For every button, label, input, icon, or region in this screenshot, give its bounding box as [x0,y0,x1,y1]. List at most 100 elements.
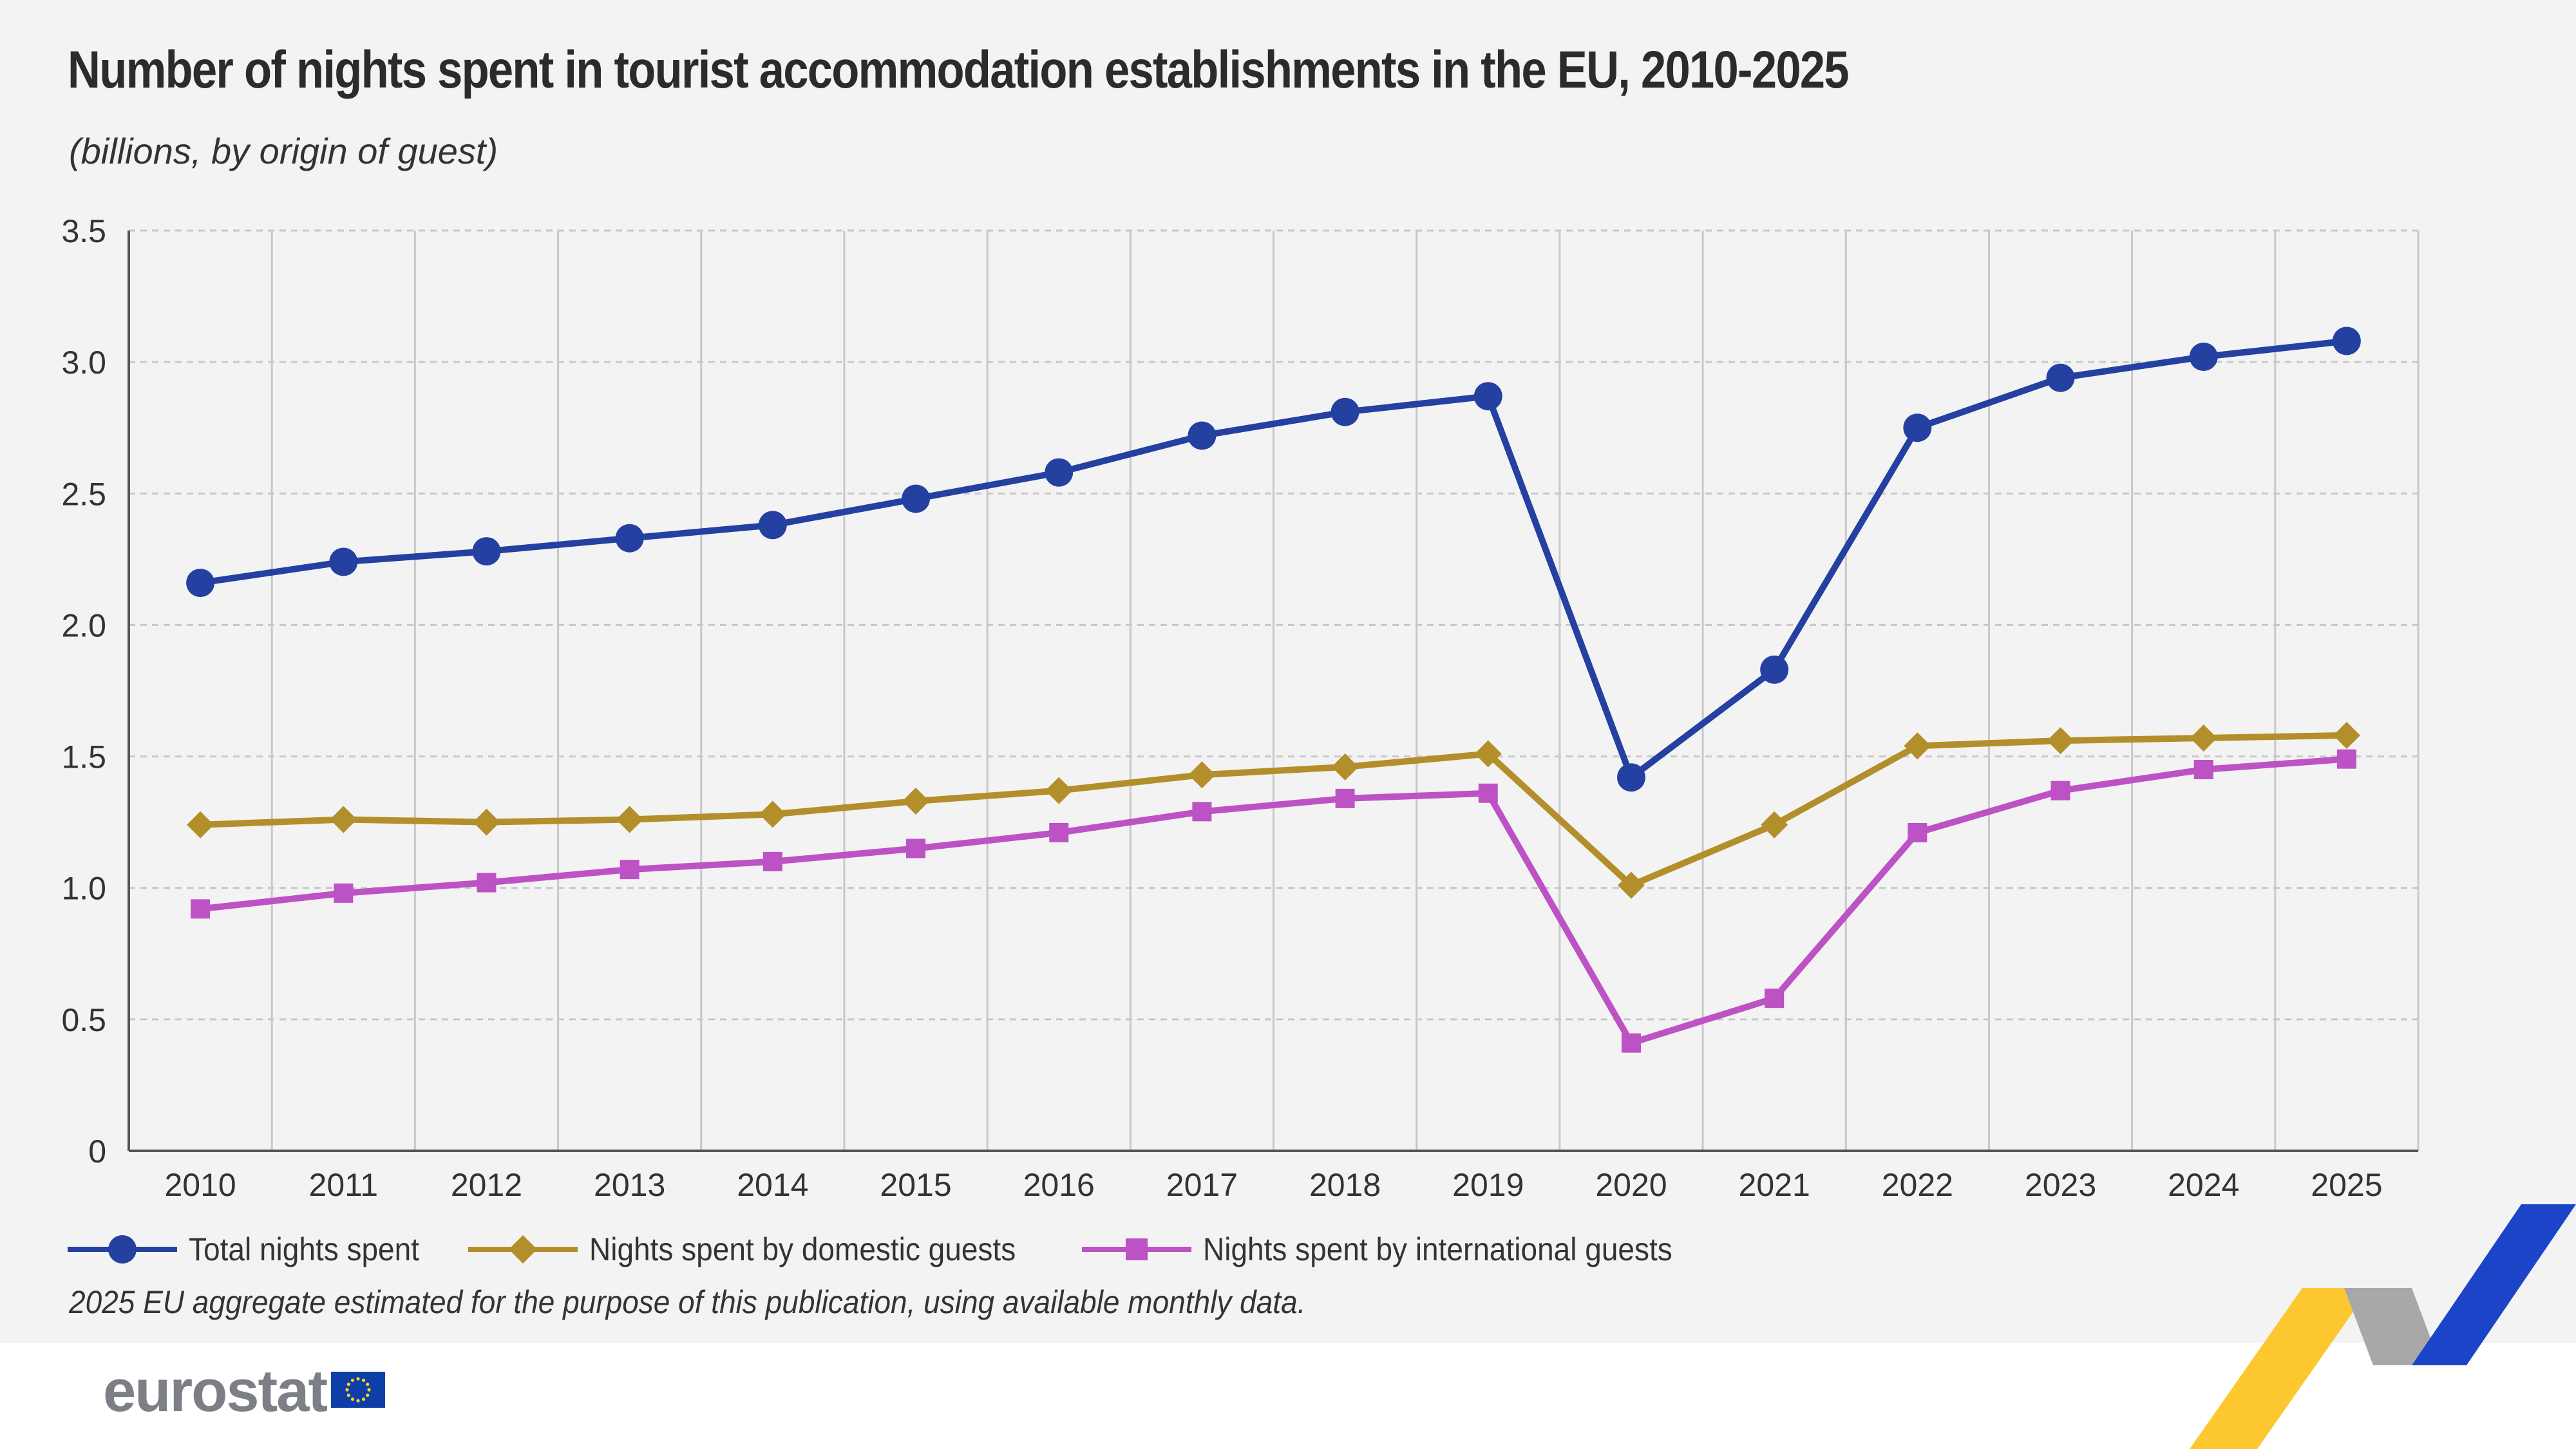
data-point-square [620,860,639,880]
legend-label-domestic: Nights spent by domestic guests [589,1231,1016,1267]
data-point-diamond [1761,811,1788,838]
flag-star [361,1378,366,1382]
flag-star [356,1399,360,1403]
data-point-square [191,899,211,919]
data-point-circle [186,569,215,598]
x-tick-label: 2015 [880,1167,951,1203]
data-point-square [2336,749,2356,769]
flag-star [356,1377,360,1381]
series-line-0 [200,337,2347,781]
data-point-diamond [187,811,214,838]
data-point-circle [1903,413,1932,442]
data-point-square [1765,989,1785,1009]
data-point-circle [2189,342,2218,371]
y-tick-label: 2.5 [61,476,106,512]
x-tick-label: 2018 [1309,1167,1381,1203]
data-point-circle [1473,382,1502,411]
data-point-square [1621,1033,1641,1053]
eu-flag-icon [331,1372,385,1408]
series-lines [186,327,2361,1053]
data-point-square [1908,822,1927,842]
y-tick-label: 0 [88,1133,106,1170]
ribbon-grey [2344,1288,2441,1365]
y-tick-label: 3.5 [61,213,106,249]
chart-panel [0,0,2576,1343]
data-point-diamond [1617,871,1645,899]
x-tick-label: 2025 [2311,1167,2382,1203]
data-point-diamond [330,806,357,833]
x-tick-label: 2021 [1739,1167,1810,1203]
data-point-circle [758,511,787,540]
data-point-diamond [759,800,786,828]
data-point-square [1335,788,1355,808]
data-point-diamond [2190,724,2217,752]
x-tick-label: 2023 [2025,1167,2096,1203]
data-point-diamond [2333,721,2360,749]
data-point-square [477,873,497,893]
x-tick-label: 2020 [1595,1167,1667,1203]
y-tick-label: 2.0 [61,607,106,643]
data-point-circle [615,524,644,553]
legend-label-international: Nights spent by international guests [1202,1231,1672,1267]
data-point-diamond [1188,761,1216,789]
legend-marker-diamond-icon [468,1235,578,1264]
data-point-square [1192,802,1212,822]
x-tick-label: 2010 [164,1167,236,1203]
chart-title: Number of nights spent in tourist accomm… [68,41,1850,99]
y-tick-label: 3.0 [61,345,106,381]
x-tick-label: 2012 [451,1167,522,1203]
x-tick-label: 2016 [1023,1167,1095,1203]
data-point-diamond [902,787,930,815]
data-point-square [1049,822,1069,842]
legend-marker-square-icon [1081,1238,1191,1260]
data-point-diamond [616,806,643,833]
legend-label-total: Total nights spent [189,1231,420,1267]
line-chart: 0 0.5 1.0 1.5 2.0 2.5 3.0 3.5 2010 2011 2012 2013 20… [61,213,2420,1203]
series-line-1 [200,732,2347,889]
data-point-circle [902,484,931,513]
flag-star [345,1388,349,1392]
legend: Total nights spent Nights spent by domes… [68,1224,1742,1275]
data-point-diamond [2047,727,2074,755]
x-tick-label: 2022 [1882,1167,1953,1203]
data-point-circle [329,547,358,576]
axes: 0 0.5 1.0 1.5 2.0 2.5 3.0 3.5 2010 2011 2012 2013 20… [61,213,2418,1203]
data-point-circle [2046,363,2075,392]
data-point-circle [1616,763,1645,792]
data-point-diamond [1331,753,1359,781]
data-point-square [334,883,354,903]
y-tick-label: 1.0 [61,871,106,907]
flag-star [366,1382,370,1387]
data-point-diamond [473,808,500,836]
data-point-diamond [1474,740,1502,768]
y-tick-label: 0.5 [61,1002,106,1038]
data-point-diamond [1045,777,1073,804]
data-point-circle [1760,655,1789,684]
flag-star [346,1393,350,1397]
flag-star [367,1388,371,1392]
x-tick-label: 2017 [1166,1167,1238,1203]
x-tick-label: 2014 [737,1167,808,1203]
ribbon-yellow [2190,1288,2370,1449]
data-point-circle [1045,458,1074,487]
data-point-square [2193,759,2213,779]
legend-item-domestic: Nights spent by domestic guests [468,1227,1053,1272]
data-point-square [762,851,782,871]
footnote: 2025 EU aggregate estimated for the purp… [69,1284,1306,1320]
chart-subtitle: (billions, by origin of guest) [69,131,498,171]
x-tick-label: 2024 [2168,1167,2239,1203]
data-point-circle [1331,397,1359,426]
data-point-square [1478,783,1498,803]
series-line-2 [200,755,2347,1046]
x-tick-label: 2011 [309,1167,379,1203]
legend-item-international: Nights spent by international guests [1081,1227,1713,1272]
flag-star [361,1397,366,1401]
gridlines [129,229,2420,1151]
flag-star [366,1393,370,1397]
data-point-diamond [1904,732,1931,760]
flag-star [346,1382,350,1387]
data-point-circle [1188,421,1217,450]
eurostat-logo: eurostat [103,1358,328,1424]
